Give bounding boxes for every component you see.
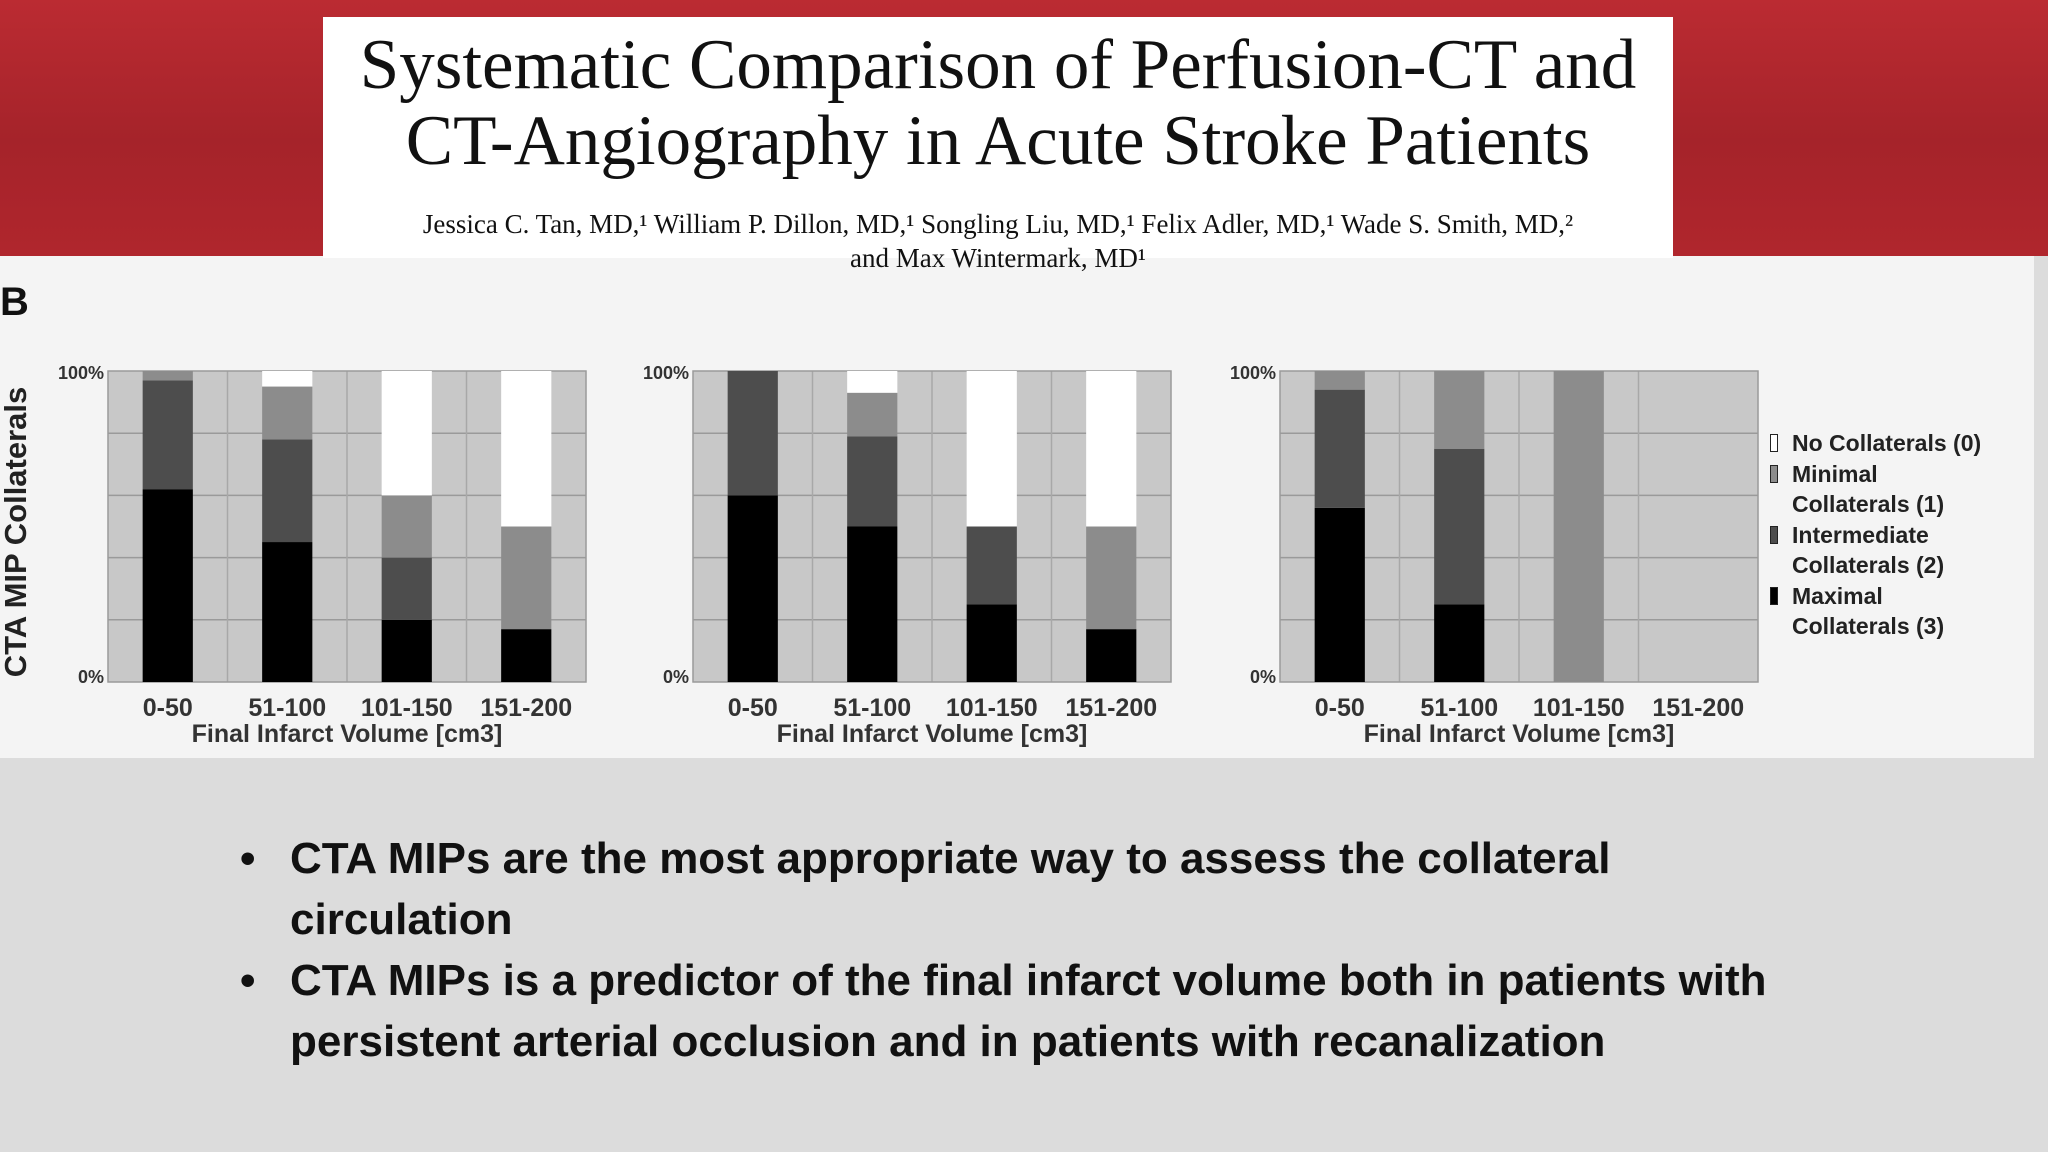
legend-swatch <box>1770 586 1778 605</box>
x-tick-label: 51-100 <box>248 694 326 722</box>
legend-label: No Collaterals (0) <box>1792 430 1982 456</box>
x-tick-label: 151-200 <box>1065 694 1157 722</box>
x-tick-label: 101-150 <box>361 694 453 722</box>
y-tick-label: 100% <box>643 363 689 383</box>
x-tick-label: 0-50 <box>728 694 778 722</box>
x-axis-title: Final Infarct Volume [cm3] <box>192 720 503 748</box>
bar-segment <box>1086 629 1137 682</box>
bar-segment <box>1314 389 1365 508</box>
bullet-dot: • <box>240 956 256 1005</box>
bar-segment <box>847 392 898 437</box>
bar-segment <box>262 542 313 682</box>
bar-segment <box>142 371 193 381</box>
bullet-text: CTA MIPs is a predictor of the final inf… <box>290 956 1767 1066</box>
bar-segment <box>727 495 778 682</box>
paper-authors-line-1: Jessica C. Tan, MD,¹ William P. Dillon, … <box>422 209 1574 239</box>
bar-segment <box>501 526 552 630</box>
legend-label: Intermediate <box>1792 521 1929 548</box>
bar-segment <box>1434 448 1485 605</box>
legend-label: Maximal <box>1792 582 1883 609</box>
x-axis-title: Final Infarct Volume [cm3] <box>1364 720 1675 748</box>
bullet-list: • CTA MIPs are the most appropriate way … <box>240 828 1800 1072</box>
bar-segment <box>142 380 193 490</box>
y-tick-label: 100% <box>1230 363 1276 383</box>
bar-segment <box>847 371 898 393</box>
bar-segment <box>1086 526 1137 630</box>
chart-legend: No Collaterals (0) Minimal Collaterals (1)… <box>1768 428 2048 642</box>
bar-segment <box>966 371 1017 527</box>
x-tick-label: 101-150 <box>946 694 1038 722</box>
plot-frame <box>692 370 1172 683</box>
y-tick-label: 0% <box>663 667 689 687</box>
paper-title-box: Systematic Comparison of Perfusion-CT an… <box>323 17 1673 273</box>
legend-item: No Collaterals (0) <box>1768 428 2048 459</box>
x-tick-label: 51-100 <box>1420 694 1498 722</box>
bar-segment <box>381 557 432 620</box>
legend-item: Minimal Collaterals (1) <box>1768 459 2048 520</box>
legend-label: Collaterals (2) <box>1792 552 1945 578</box>
paper-authors: Jessica C. Tan, MD,¹ William P. Dillon, … <box>323 207 1673 275</box>
legend-item: Intermediate Collaterals (2) <box>1768 520 2048 581</box>
x-tick-label: 51-100 <box>833 694 911 722</box>
legend-label: Minimal <box>1792 460 1878 487</box>
plot-frame <box>107 370 587 683</box>
x-axis-title: Final Infarct Volume [cm3] <box>777 720 1088 748</box>
plot-frame <box>1279 370 1759 683</box>
bar-segment <box>966 526 1017 605</box>
panel-label: B <box>0 280 29 324</box>
x-tick-label: 0-50 <box>1315 694 1365 722</box>
paper-title: Systematic Comparison of Perfusion-CT an… <box>323 27 1673 179</box>
y-tick-label: 0% <box>78 667 104 687</box>
bar-segment <box>847 436 898 527</box>
legend-swatch <box>1770 464 1778 483</box>
bullet-item: • CTA MIPs are the most appropriate way … <box>240 828 1800 950</box>
paper-title-line-1: Systematic Comparison of Perfusion-CT an… <box>359 26 1637 104</box>
bar-segment <box>142 489 193 682</box>
legend-label: Collaterals (3) <box>1792 613 1945 639</box>
bullet-dot: • <box>240 834 256 883</box>
bar-segment <box>1434 604 1485 682</box>
bar-segment <box>262 439 313 543</box>
bar-segment <box>1314 371 1365 390</box>
legend-swatch <box>1770 525 1778 544</box>
bar-segment <box>501 629 552 682</box>
bar-segment <box>381 495 432 558</box>
x-tick-label: 101-150 <box>1533 694 1625 722</box>
bar-segment <box>847 526 898 682</box>
legend-label: Collaterals (1) <box>1792 491 1945 517</box>
x-tick-label: 151-200 <box>1652 694 1744 722</box>
paper-authors-line-2: and Max Wintermark, MD¹ <box>850 243 1146 273</box>
bar-segment <box>1553 371 1604 682</box>
bar-segment <box>1086 371 1137 527</box>
bar-segment <box>966 604 1017 682</box>
y-tick-label: 0% <box>1250 667 1276 687</box>
y-tick-label: 100% <box>58 363 104 383</box>
paper-title-line-2: CT-Angiography in Acute Stroke Patients <box>405 102 1591 180</box>
bar-segment <box>727 371 778 496</box>
bullet-text: CTA MIPs are the most appropriate way to… <box>290 834 1611 944</box>
bar-segment <box>381 371 432 496</box>
bullet-item: • CTA MIPs is a predictor of the final i… <box>240 950 1800 1072</box>
bar-segment <box>262 371 313 387</box>
bar-segment <box>381 619 432 682</box>
legend-item: Maximal Collaterals (3) <box>1768 581 2048 642</box>
bar-segment <box>501 371 552 527</box>
x-tick-label: 0-50 <box>143 694 193 722</box>
bar-segment <box>262 386 313 440</box>
bar-segment <box>1434 371 1485 449</box>
bar-segment <box>1314 507 1365 682</box>
legend-swatch <box>1770 434 1778 452</box>
x-tick-label: 151-200 <box>480 694 572 722</box>
